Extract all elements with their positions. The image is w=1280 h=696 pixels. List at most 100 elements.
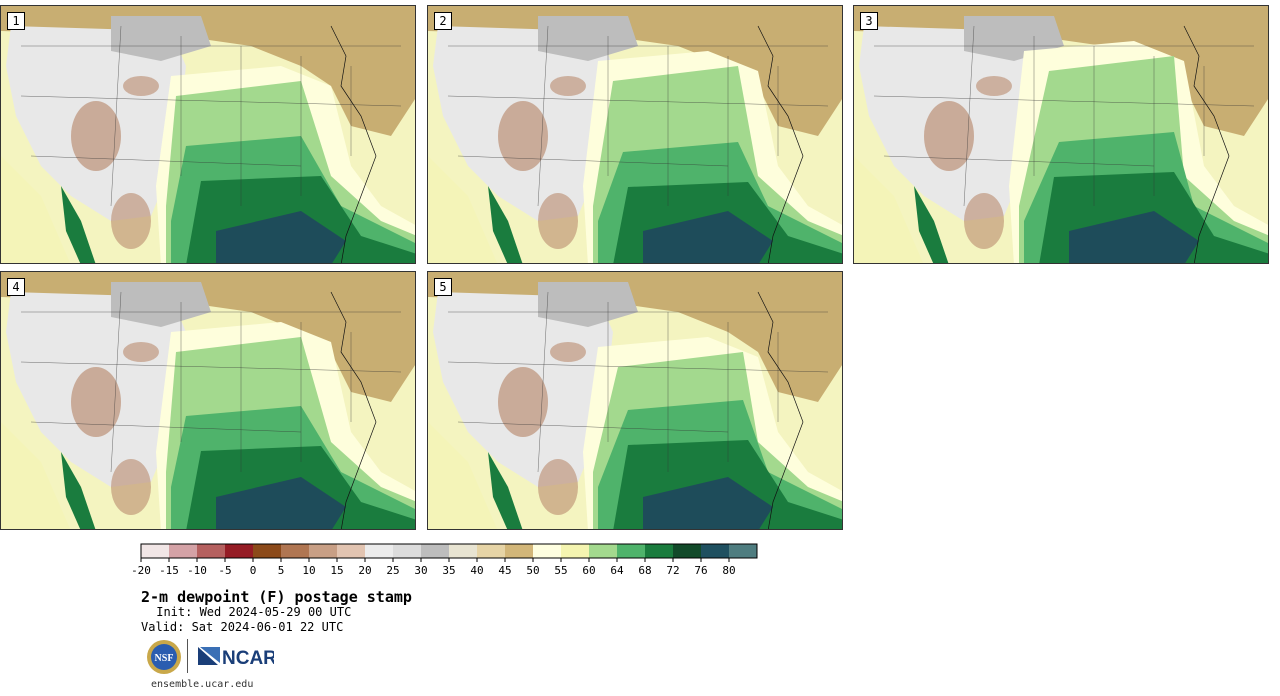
dewpoint-map-1 xyxy=(1,6,415,263)
colorbar-swatch xyxy=(701,544,729,558)
colorbar-tick-label: 20 xyxy=(358,564,372,577)
dewpoint-map-3 xyxy=(854,6,1268,263)
member-panel-4[interactable]: 4 xyxy=(0,271,416,530)
mountain-dry-area xyxy=(71,367,121,437)
colorbar-tick-label: 76 xyxy=(694,564,708,577)
gulf-of-mexico xyxy=(216,211,346,263)
colorbar-tick-label: 55 xyxy=(554,564,568,577)
colorbar-swatch xyxy=(281,544,309,558)
mountain-dry-area xyxy=(976,76,1012,96)
init-time: Init: Wed 2024-05-29 00 UTC xyxy=(149,605,352,619)
colorbar xyxy=(140,543,758,562)
dewpoint-map-2 xyxy=(428,6,842,263)
member-label-4: 4 xyxy=(7,278,25,296)
colorbar-swatch xyxy=(309,544,337,558)
colorbar-tick-label: 60 xyxy=(582,564,596,577)
colorbar-tick-label: 0 xyxy=(249,564,257,577)
gulf-of-mexico xyxy=(216,477,346,529)
colorbar-swatch xyxy=(561,544,589,558)
mountain-dry-area xyxy=(498,367,548,437)
east-coastline xyxy=(1183,25,1230,263)
east-coastline xyxy=(757,291,804,529)
mountain-dry-area xyxy=(550,76,586,96)
colorbar-swatch xyxy=(505,544,533,558)
mountain-dry-area xyxy=(538,459,578,515)
baja-moist-strip xyxy=(61,186,96,263)
baja-moist-strip xyxy=(61,452,96,529)
mountain-dry-area xyxy=(924,101,974,171)
pacific-ocean xyxy=(1,156,71,263)
site-url[interactable]: ensemble.ucar.edu xyxy=(151,679,254,690)
state-borders xyxy=(20,25,402,207)
mountain-dry-area xyxy=(538,193,578,249)
east-coastline xyxy=(330,25,377,263)
colorbar-tick-label: -20 xyxy=(131,564,151,577)
colorbar-swatch xyxy=(337,544,365,558)
grey-plains-region xyxy=(538,16,638,61)
mountain-dry-area xyxy=(123,76,159,96)
colorbar-swatch xyxy=(617,544,645,558)
ncar-logo: NCAR xyxy=(196,643,277,673)
colorbar-tick-label: 15 xyxy=(330,564,344,577)
member-panel-5[interactable]: 5 xyxy=(427,271,843,530)
dry-north-region xyxy=(854,6,1268,136)
colorbar-swatch xyxy=(477,544,505,558)
colorbar-swatch xyxy=(729,544,757,558)
member-label-2: 2 xyxy=(434,12,452,30)
mountain-dry-area xyxy=(111,459,151,515)
dewpoint-map-5 xyxy=(428,272,842,529)
colorbar-tick-label: 64 xyxy=(610,564,624,577)
member-panel-1[interactable]: 1 xyxy=(0,5,416,264)
colorbar-tick-label: 68 xyxy=(638,564,652,577)
colorbar-swatch xyxy=(421,544,449,558)
state-borders xyxy=(20,291,402,473)
grey-plains-region xyxy=(111,282,211,327)
colorbar-tick-label: -15 xyxy=(159,564,179,577)
pacific-ocean xyxy=(1,422,71,529)
svg-text:NCAR: NCAR xyxy=(222,648,274,669)
dry-north-region xyxy=(1,6,415,136)
state-borders xyxy=(873,25,1255,207)
colorbar-swatch xyxy=(225,544,253,558)
member-label-1: 1 xyxy=(7,12,25,30)
colorbar-swatch xyxy=(141,544,169,558)
colorbar-tick-label: 72 xyxy=(666,564,680,577)
colorbar-tick-label: 40 xyxy=(470,564,484,577)
member-label-5: 5 xyxy=(434,278,452,296)
colorbar-tick-label: 5 xyxy=(277,564,285,577)
colorbar-swatch xyxy=(673,544,701,558)
mountain-dry-area xyxy=(964,193,1004,249)
colorbar-swatch xyxy=(533,544,561,558)
baja-moist-strip xyxy=(488,452,523,529)
mountain-dry-area xyxy=(111,193,151,249)
colorbar-tick-label: 10 xyxy=(302,564,316,577)
colorbar-swatch xyxy=(589,544,617,558)
colorbar-swatch xyxy=(197,544,225,558)
member-panel-2[interactable]: 2 xyxy=(427,5,843,264)
valid-time: Valid: Sat 2024-06-01 22 UTC xyxy=(141,620,344,634)
member-panel-3[interactable]: 3 xyxy=(853,5,1269,264)
mountain-dry-area xyxy=(498,101,548,171)
grey-plains-region xyxy=(538,282,638,327)
colorbar-swatch xyxy=(449,544,477,558)
member-label-3: 3 xyxy=(860,12,878,30)
colorbar-swatch xyxy=(645,544,673,558)
colorbar-tick-label: -10 xyxy=(187,564,207,577)
pacific-ocean xyxy=(428,156,498,263)
colorbar-tick-label: 50 xyxy=(526,564,540,577)
colorbar-tick-label: 30 xyxy=(414,564,428,577)
svg-text:NSF: NSF xyxy=(155,653,174,664)
mountain-dry-area xyxy=(71,101,121,171)
gulf-of-mexico xyxy=(643,211,773,263)
dewpoint-map-4 xyxy=(1,272,415,529)
colorbar-border xyxy=(140,543,758,559)
chart-title: 2-m dewpoint (F) postage stamp xyxy=(141,588,412,606)
state-borders xyxy=(447,25,829,207)
logo-divider xyxy=(187,639,188,673)
gulf-of-mexico xyxy=(643,477,773,529)
colorbar-tick-label: -5 xyxy=(218,564,232,577)
dry-north-region xyxy=(1,272,415,402)
colorbar-tick-label: 25 xyxy=(386,564,400,577)
nsf-logo: NSF xyxy=(146,639,182,679)
baja-moist-strip xyxy=(488,186,523,263)
